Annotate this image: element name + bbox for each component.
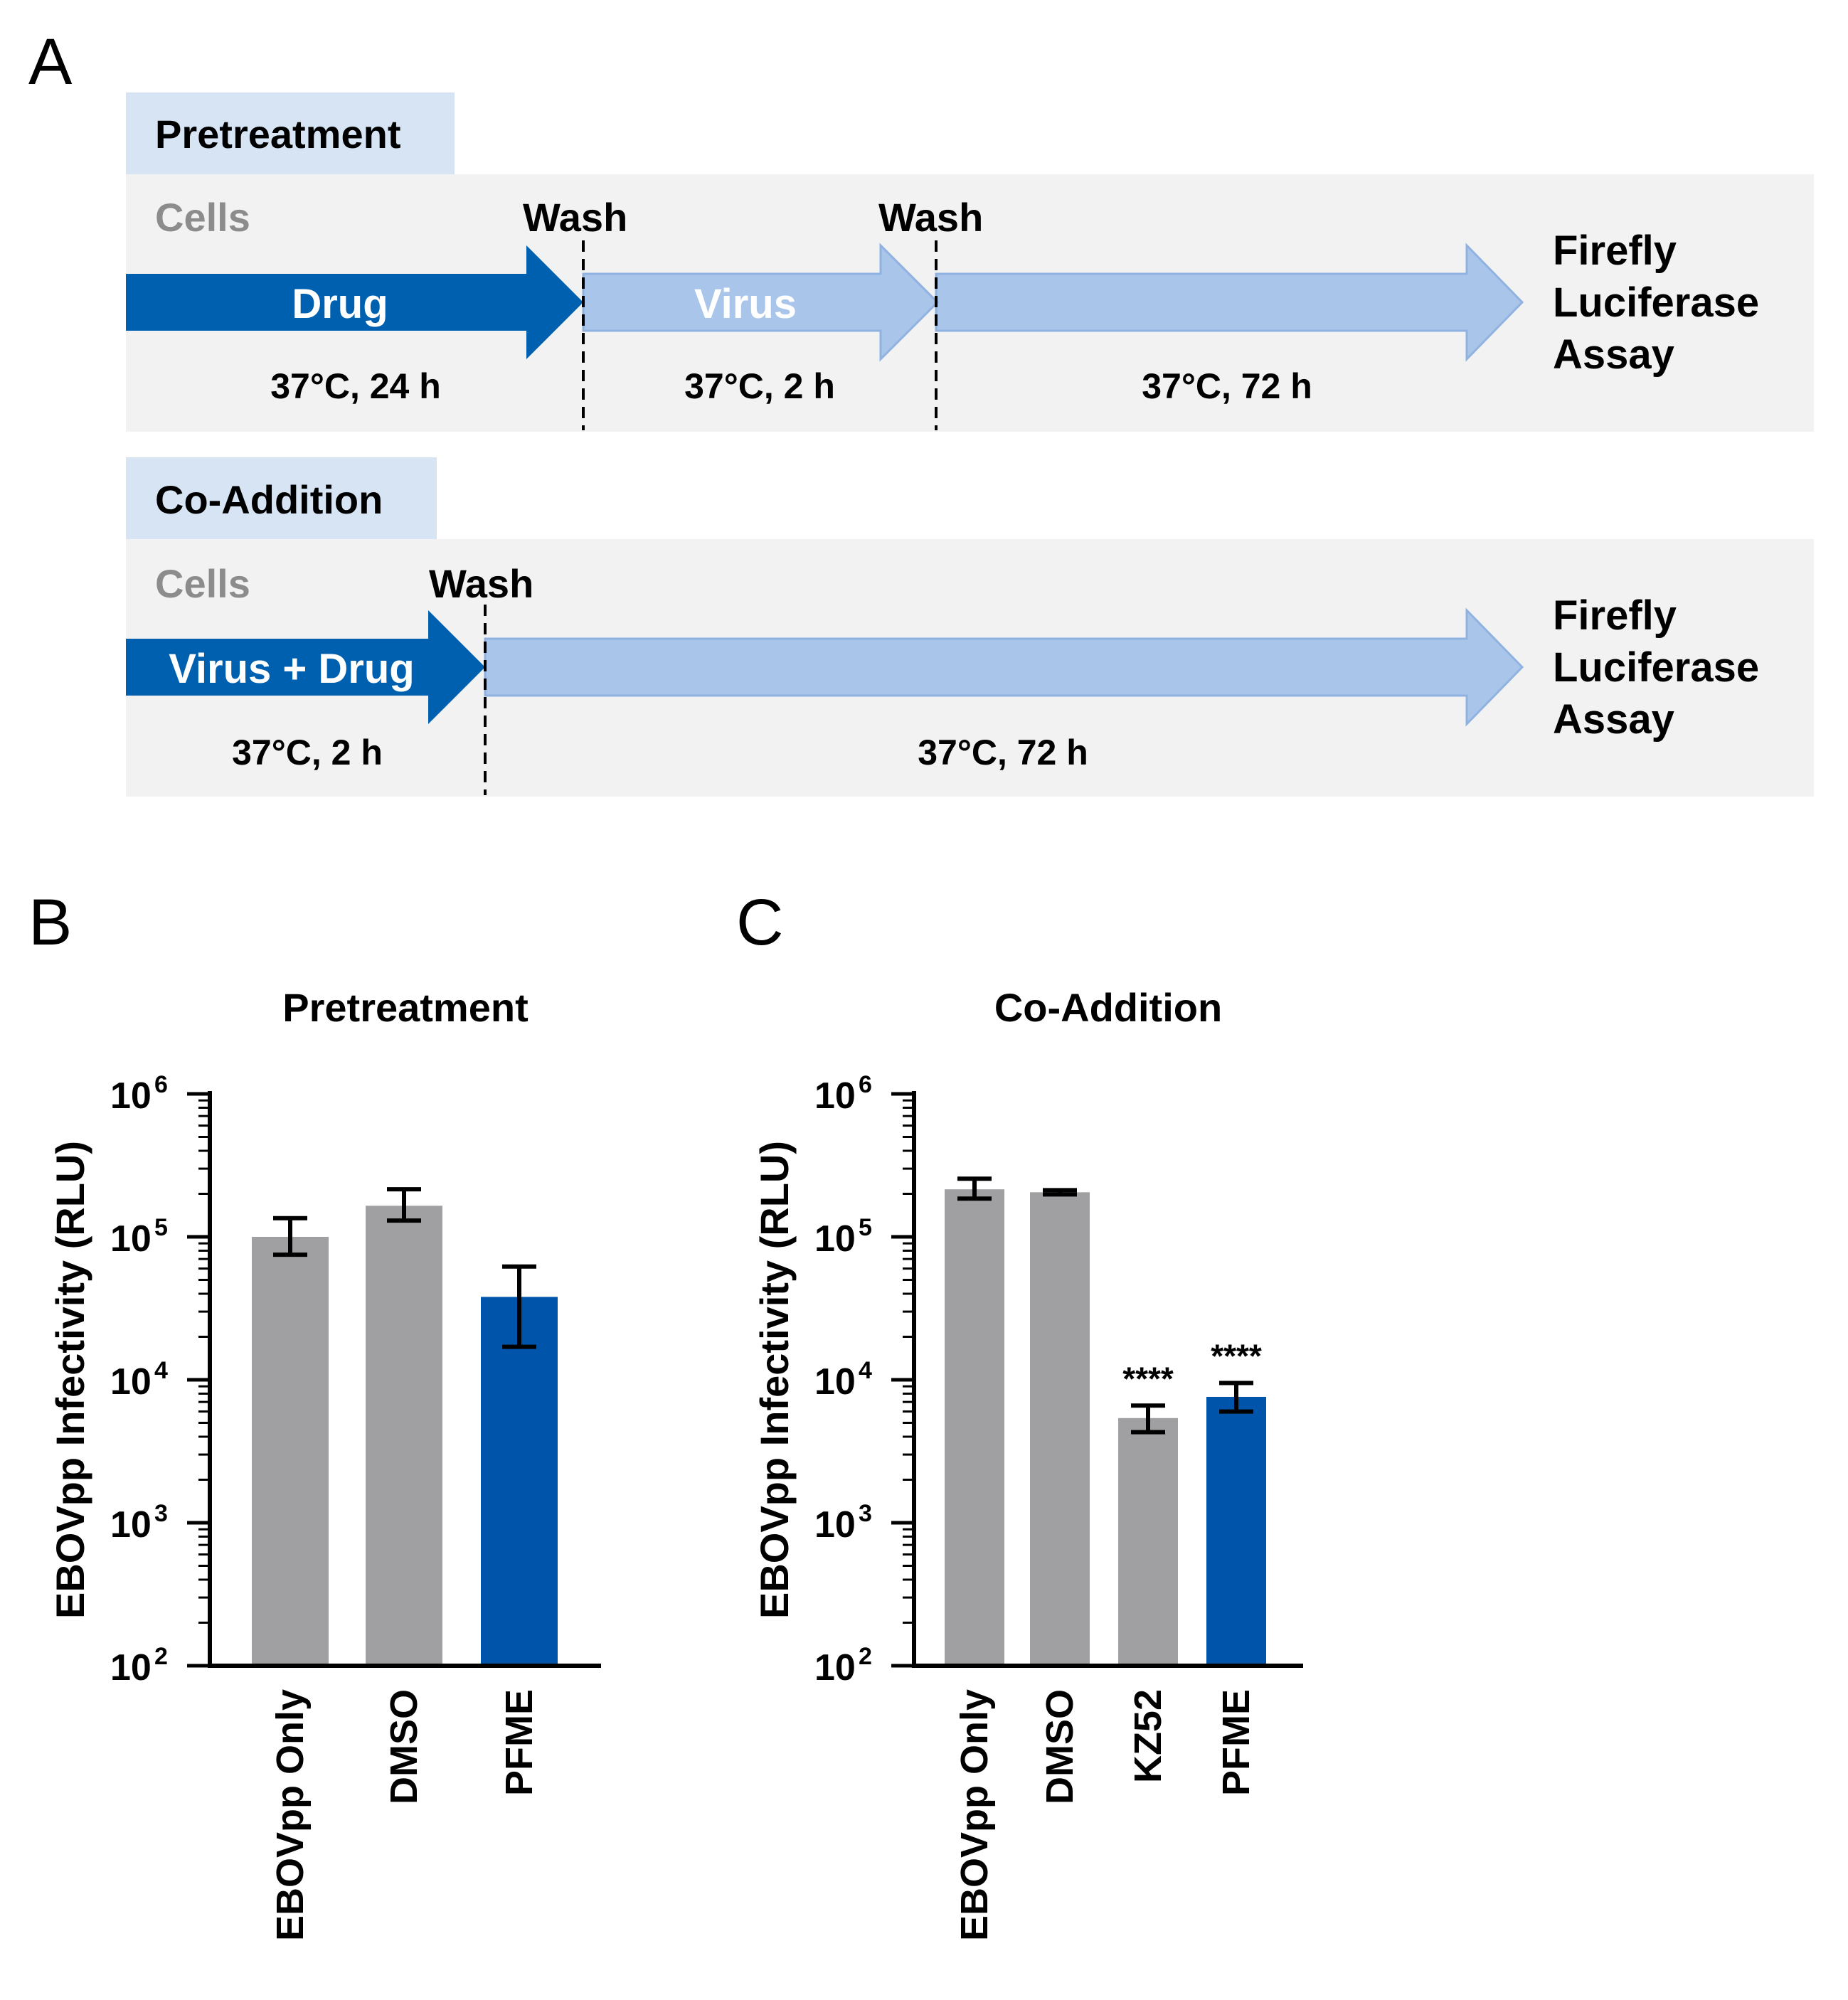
pretreatment-tick-label-base-4: 10 [110, 1075, 152, 1117]
pretreatment-bar-1 [366, 1206, 442, 1666]
coaddition-header-title: Co-Addition [155, 477, 383, 522]
pretreatment-x-tick-label-0: EBOVpp Only [269, 1689, 312, 1941]
pretreatment-bar-0 [252, 1237, 329, 1666]
coaddition-error-bar-1 [1043, 1188, 1077, 1197]
coaddition-assay-line1: Firefly [1553, 592, 1677, 639]
coaddition-cells-label: Cells [155, 561, 250, 606]
pretreatment-wash1-label: Wash [523, 195, 627, 240]
pretreatment-y-axis-label: EBOVpp Infectivity (RLU) [48, 1141, 92, 1619]
pretreatment-cond2: 37°C, 2 h [684, 366, 835, 406]
coaddition-tick-label-exp-2: 4 [859, 1357, 872, 1384]
pretreatment-cond1: 37°C, 24 h [270, 366, 441, 406]
coaddition-tick-label-base-4: 10 [814, 1075, 856, 1117]
coaddition-x-tick-label-0: EBOVpp Only [953, 1689, 996, 1941]
coaddition-x-tick-label-2: KZ52 [1127, 1689, 1169, 1783]
pretreatment-tick-label-base-0: 10 [110, 1647, 152, 1688]
pretreatment-tick-label-exp-2: 4 [154, 1357, 168, 1384]
pretreatment-error-bar-2 [502, 1264, 536, 1349]
pretreatment-virus-arrow [582, 243, 940, 362]
pretreatment-tick-label-base-1: 10 [110, 1504, 152, 1546]
pretreatment-cond3: 37°C, 72 h [1142, 366, 1312, 406]
pretreatment-cells-label: Cells [155, 195, 250, 240]
pretreatment-chart-title: Pretreatment [282, 985, 528, 1030]
pretreatment-wash2-label: Wash [878, 195, 983, 240]
pretreatment-virus-label: Virus [694, 281, 797, 327]
pretreatment-error-bar-0 [273, 1216, 307, 1257]
panel-letter-a: A [28, 26, 73, 98]
pretreatment-drug-arrow [126, 245, 583, 359]
pretreatment-bar-2 [481, 1297, 558, 1666]
pretreatment-x-tick-label-1: DMSO [383, 1689, 425, 1804]
coaddition-tick-label-exp-1: 3 [859, 1500, 872, 1527]
pretreatment-tick-label-exp-1: 3 [154, 1500, 168, 1527]
pretreatment-error-bar-1 [387, 1187, 421, 1223]
coaddition-x-tick-label-1: DMSO [1039, 1689, 1081, 1804]
panel-letter-c: C [736, 886, 783, 959]
coaddition-significance-3: **** [1211, 1337, 1262, 1374]
coaddition-wash-label: Wash [429, 561, 533, 606]
coaddition-x-tick-label-3: PFME [1215, 1689, 1258, 1796]
pretreatment-incubation-arrow [935, 243, 1524, 362]
pretreatment-tick-label-base-3: 10 [110, 1218, 152, 1260]
pretreatment-x-tick-label-2: PFME [498, 1689, 541, 1796]
coaddition-bar-0 [945, 1189, 1004, 1666]
coaddition-tick-label-base-2: 10 [814, 1361, 856, 1403]
coaddition-chart-title: Co-Addition [994, 985, 1222, 1030]
pretreatment-tick-label-exp-0: 2 [154, 1643, 168, 1670]
coaddition-cond1: 37°C, 2 h [232, 733, 383, 772]
chart-coaddition: Co-Addition EBOVpp Infectivity (RLU) **** *… [752, 985, 1303, 1941]
coaddition-cond2: 37°C, 72 h [918, 733, 1088, 772]
coaddition-mix-arrow [126, 610, 485, 724]
coaddition-error-bar-0 [957, 1176, 992, 1201]
coaddition-significance-2: **** [1122, 1360, 1174, 1397]
pretreatment-tick-label-exp-3: 5 [154, 1214, 168, 1241]
coaddition-bar-3 [1206, 1396, 1266, 1666]
coaddition-protocol: Co-Addition Cells Wash Virus + Drug 37°C… [126, 457, 1814, 797]
pretreatment-tick-label-exp-4: 6 [154, 1071, 168, 1098]
coaddition-bar-1 [1030, 1192, 1090, 1666]
coaddition-error-bar-2 [1131, 1403, 1165, 1435]
pretreatment-header-bg [126, 92, 455, 174]
pretreatment-protocol: Pretreatment Cells Wash Wash Drug Virus … [126, 92, 1814, 432]
pretreatment-assay-line3: Assay [1553, 331, 1674, 378]
panel-letter-b: B [28, 886, 72, 959]
coaddition-y-axis-label: EBOVpp Infectivity (RLU) [752, 1141, 797, 1619]
pretreatment-header-title: Pretreatment [155, 112, 400, 156]
coaddition-assay-line2: Luciferase [1553, 644, 1759, 691]
pretreatment-tick-label-base-2: 10 [110, 1361, 152, 1403]
coaddition-tick-label-exp-4: 6 [859, 1071, 872, 1098]
coaddition-tick-label-exp-3: 5 [859, 1214, 872, 1241]
pretreatment-assay-line2: Luciferase [1553, 280, 1759, 326]
coaddition-tick-label-base-1: 10 [814, 1504, 856, 1546]
coaddition-header-bg [126, 457, 437, 539]
coaddition-tick-label-base-3: 10 [814, 1218, 856, 1260]
coaddition-assay-line3: Assay [1553, 696, 1674, 743]
pretreatment-drug-label: Drug [292, 281, 388, 327]
coaddition-tick-label-exp-0: 2 [859, 1643, 872, 1670]
coaddition-tick-label-base-0: 10 [814, 1647, 856, 1688]
pretreatment-assay-line1: Firefly [1553, 228, 1677, 274]
coaddition-mix-label: Virus + Drug [169, 646, 414, 692]
coaddition-error-bar-3 [1219, 1381, 1253, 1414]
coaddition-incubation-arrow [484, 607, 1524, 727]
coaddition-bar-2 [1118, 1417, 1178, 1666]
